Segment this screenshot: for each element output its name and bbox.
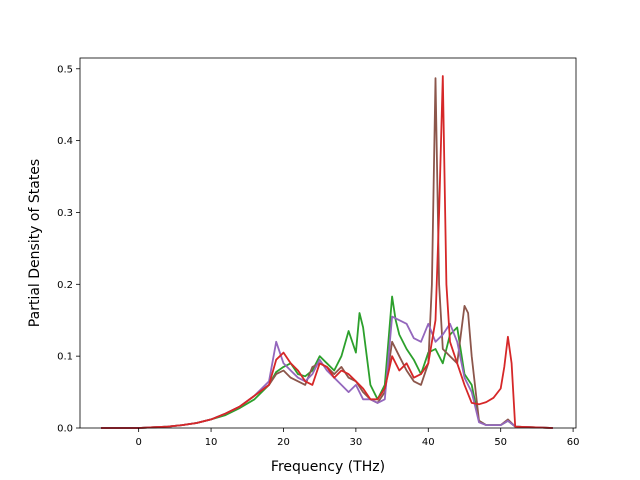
y-axis: 0.0 0.1 0.2 0.3 0.4 0.5 xyxy=(57,64,80,435)
y-tick-label: 0.1 xyxy=(57,352,73,363)
x-axis: 0 10 20 30 40 50 60 xyxy=(135,428,579,448)
y-tick-label: 0.4 xyxy=(57,136,73,147)
series-line-1 xyxy=(101,295,553,429)
x-tick-label: 0 xyxy=(135,437,141,448)
x-tick-label: 20 xyxy=(277,437,290,448)
y-axis-label: Partial Density of States xyxy=(27,159,43,327)
series-line-4 xyxy=(101,75,553,429)
x-tick-label: 30 xyxy=(350,437,363,448)
x-tick-label: 60 xyxy=(567,437,580,448)
x-axis-label: Frequency (THz) xyxy=(271,459,385,475)
y-tick-label: 0.3 xyxy=(57,208,73,219)
x-tick-label: 10 xyxy=(205,437,218,448)
series-layer xyxy=(101,75,553,429)
x-tick-label: 50 xyxy=(494,437,507,448)
y-tick-label: 0.5 xyxy=(57,64,73,75)
y-tick-label: 0.0 xyxy=(57,424,73,435)
x-tick-label: 40 xyxy=(422,437,435,448)
y-tick-label: 0.2 xyxy=(57,280,73,291)
plot-frame xyxy=(79,57,577,429)
